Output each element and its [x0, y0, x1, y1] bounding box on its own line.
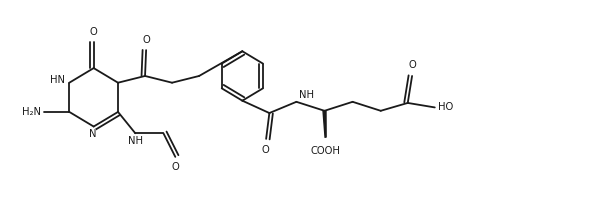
Polygon shape [323, 111, 326, 137]
Text: N: N [89, 129, 97, 139]
Text: COOH: COOH [311, 146, 340, 156]
Text: NH: NH [299, 89, 313, 100]
Text: O: O [408, 60, 416, 70]
Text: NH: NH [128, 135, 143, 146]
Text: O: O [172, 163, 179, 172]
Text: HN: HN [50, 75, 65, 86]
Text: O: O [142, 34, 150, 45]
Text: HO: HO [438, 102, 454, 112]
Text: O: O [261, 145, 269, 154]
Text: H₂N: H₂N [22, 107, 41, 117]
Text: O: O [90, 27, 98, 37]
